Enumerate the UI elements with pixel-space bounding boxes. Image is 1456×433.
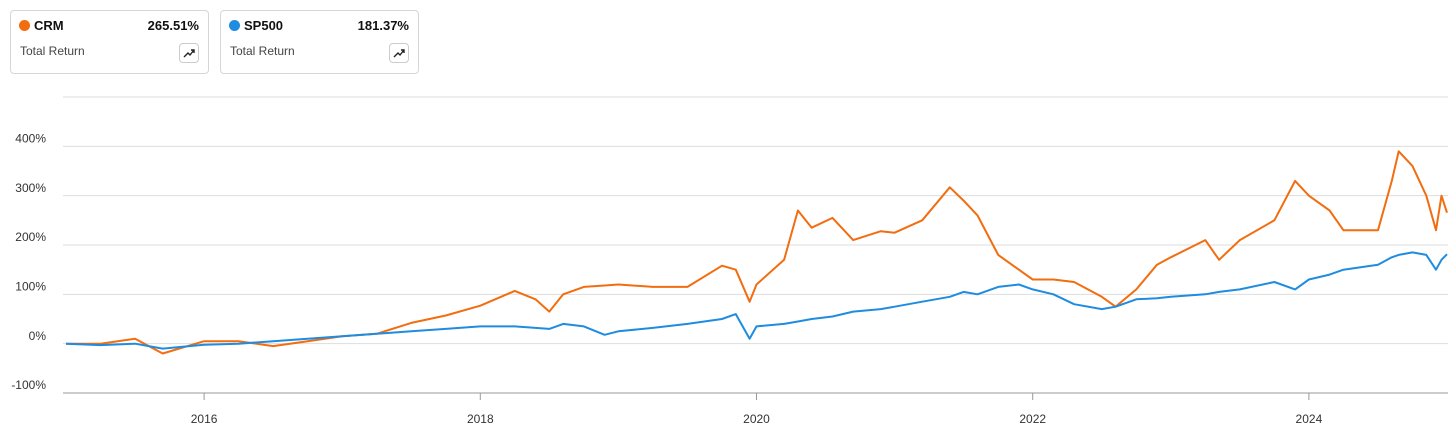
x-tick-label: 2020 xyxy=(743,412,770,426)
y-tick-label: 200% xyxy=(15,230,46,244)
summary-value: 265.51% xyxy=(147,18,199,33)
legend-card: CRM 265.51% Total Return xyxy=(10,10,209,74)
summary-label: Total Return xyxy=(230,44,295,58)
legend-swatch xyxy=(19,20,30,31)
summary-value: 181.37% xyxy=(357,18,409,33)
x-tick-label: 2024 xyxy=(1296,412,1323,426)
series-line xyxy=(66,150,1448,355)
y-tick-label: 0% xyxy=(29,329,47,343)
legend-label: CRM xyxy=(34,18,64,33)
series-line xyxy=(65,251,1448,350)
trend-icon xyxy=(393,49,405,58)
legend-card: SP500 181.37% Total Return xyxy=(220,10,419,74)
y-tick-label: 100% xyxy=(15,280,46,294)
chart-type-button[interactable] xyxy=(389,43,409,63)
y-tick-label: 300% xyxy=(15,181,46,195)
x-tick-label: 2018 xyxy=(467,412,494,426)
summary-label: Total Return xyxy=(20,44,85,58)
x-tick-label: 2016 xyxy=(191,412,218,426)
chart-type-button[interactable] xyxy=(179,43,199,63)
legend-swatch xyxy=(229,20,240,31)
trend-icon xyxy=(183,49,195,58)
y-tick-label: 400% xyxy=(15,132,46,146)
x-tick-label: 2022 xyxy=(1019,412,1046,426)
y-tick-label: -100% xyxy=(11,378,46,392)
legend-label: SP500 xyxy=(244,18,284,33)
